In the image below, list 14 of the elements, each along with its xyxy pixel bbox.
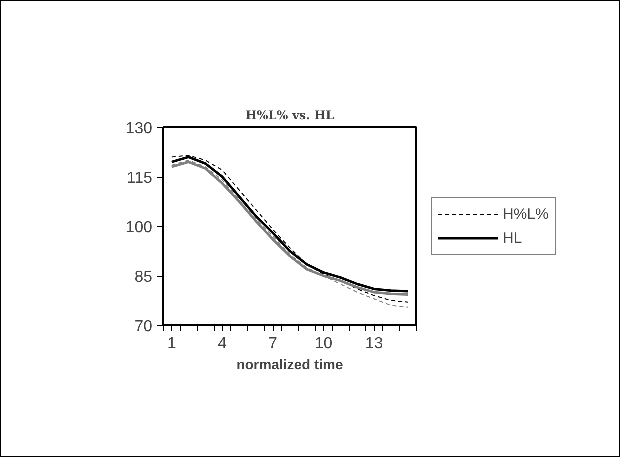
chart-title: H%L% vs. HL xyxy=(246,108,335,122)
y-tick-label: 85 xyxy=(134,269,153,286)
y-tick-label: 130 xyxy=(126,120,153,138)
x-tick-label: 13 xyxy=(365,336,384,352)
x-axis-title: normalized time xyxy=(236,356,344,372)
y-tick-label: 70 xyxy=(134,318,153,336)
x-tick-label: 4 xyxy=(218,336,228,352)
x-tick-label: 1 xyxy=(167,336,176,352)
legend-label: HL xyxy=(503,230,523,246)
y-tick-label: 100 xyxy=(126,220,153,236)
legend-label: H%L% xyxy=(503,206,549,222)
x-tick-label: 7 xyxy=(268,336,278,352)
x-tick-label: 10 xyxy=(314,336,333,352)
y-tick-label: 115 xyxy=(126,170,153,187)
